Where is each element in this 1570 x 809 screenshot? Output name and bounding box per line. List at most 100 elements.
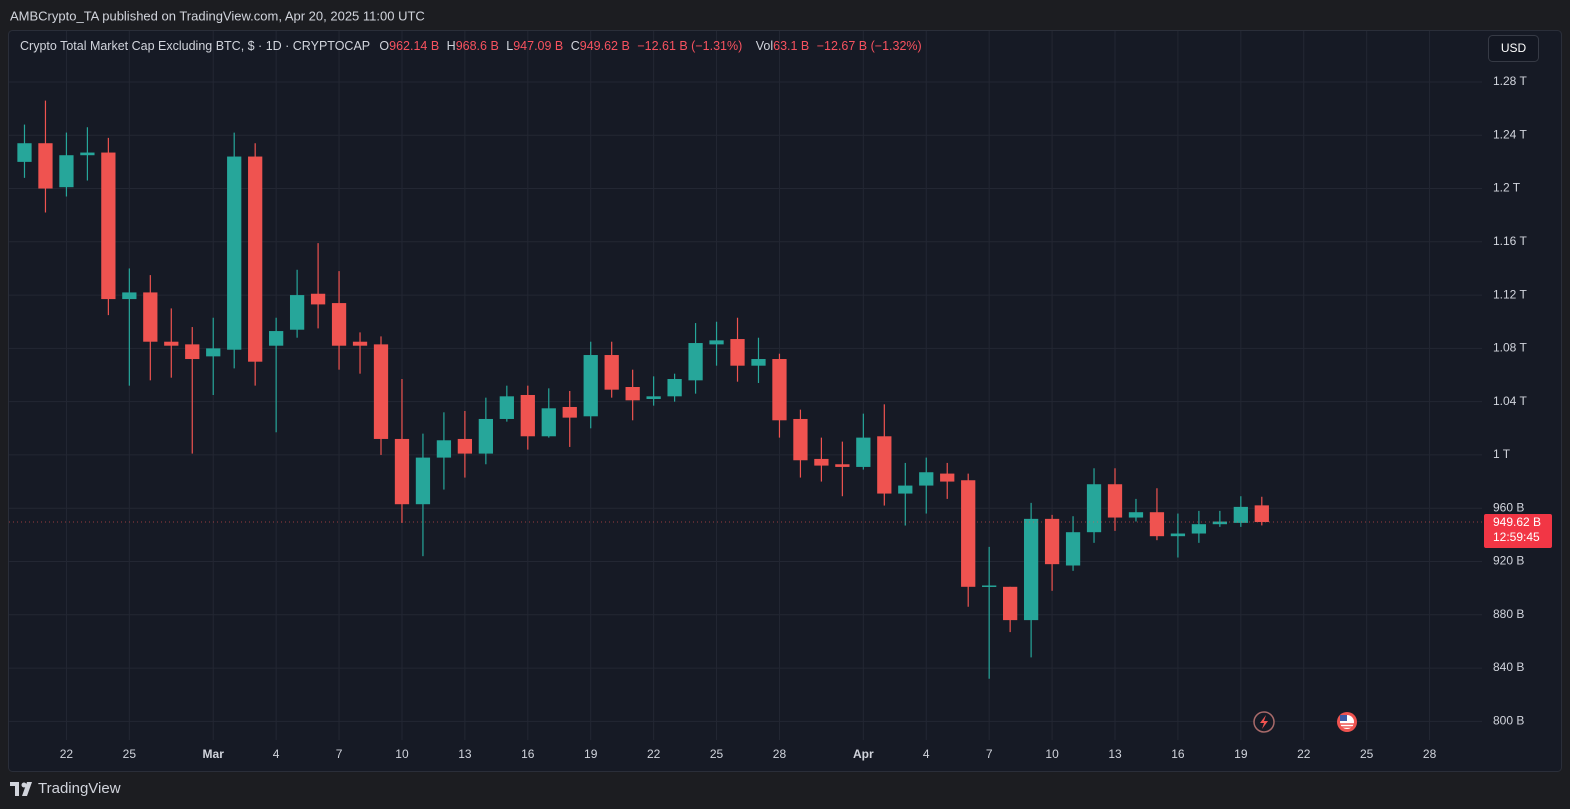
candle-body	[667, 379, 682, 397]
legend: Crypto Total Market Cap Excluding BTC, $…	[20, 39, 922, 53]
candle-body	[38, 143, 53, 189]
candle-body	[436, 440, 452, 458]
x-tick-label: 25	[123, 747, 137, 761]
candle-body	[583, 355, 598, 417]
candles	[9, 100, 1482, 679]
ohlc-key: L	[506, 39, 513, 53]
candle-body	[877, 436, 892, 494]
footer-brand: TradingView	[38, 780, 121, 797]
x-tick-label: 28	[773, 747, 787, 761]
candle-body	[185, 344, 200, 360]
candle-body	[982, 585, 997, 587]
candle-body	[1086, 484, 1102, 533]
flag-canton	[1340, 715, 1347, 721]
candle-body	[646, 396, 661, 399]
candle-body	[122, 292, 137, 300]
candle-body	[1107, 484, 1123, 518]
x-tick-label: 16	[1171, 747, 1185, 761]
x-tick-label: 19	[584, 747, 598, 761]
y-tick-label: 1.04 T	[1493, 394, 1527, 408]
y-tick-label: 1.08 T	[1493, 341, 1527, 355]
ohlc-key: O	[379, 39, 389, 53]
candle-body	[373, 344, 389, 439]
candle-body	[898, 485, 913, 494]
x-tick-label: 25	[1360, 747, 1374, 761]
volume-value: 63.1 B	[773, 39, 809, 53]
x-tick-label: 4	[923, 747, 930, 761]
candle-body	[1149, 512, 1165, 537]
x-tick-label: 16	[521, 747, 535, 761]
currency-label[interactable]: USD	[1501, 41, 1527, 55]
candle-body	[1023, 518, 1039, 621]
y-tick-label: 1 T	[1493, 447, 1511, 461]
x-tick-label: 22	[1297, 747, 1311, 761]
x-tick-label: 7	[986, 747, 993, 761]
grid	[9, 31, 1482, 740]
logo-mark	[22, 782, 32, 796]
candle-body	[688, 343, 703, 381]
x-tick-label: 19	[1234, 747, 1248, 761]
candle-body	[625, 386, 640, 401]
currency-button-frame[interactable]	[1488, 35, 1539, 62]
candle-body	[415, 457, 431, 505]
last-price-label: 949.62 B	[1493, 515, 1541, 529]
candle-body	[961, 480, 976, 587]
candle-body	[1191, 524, 1207, 534]
currency-button[interactable]: USD	[1488, 35, 1539, 62]
candle-body	[772, 359, 787, 421]
y-tick-label: 1.16 T	[1493, 234, 1527, 248]
candle-body	[835, 464, 850, 467]
candle-body	[709, 340, 724, 345]
candle-body	[814, 458, 829, 466]
candle-body	[604, 355, 619, 390]
candle-body	[1233, 506, 1248, 523]
candle-body	[1065, 532, 1081, 566]
candle-body	[1212, 521, 1227, 525]
logo-dot	[21, 782, 27, 788]
candle-body	[1128, 512, 1144, 518]
y-tick-label: 920 B	[1493, 554, 1524, 568]
candle-body	[919, 472, 934, 486]
candle-body	[206, 348, 221, 357]
candle-body	[331, 303, 347, 346]
ohlc-value: 949.62 B	[580, 39, 630, 53]
candle-body	[457, 438, 473, 454]
candle-body	[751, 359, 766, 366]
x-tick-label: 10	[395, 747, 409, 761]
axes: 800 B 840 B 880 B 920 B 960 B 1 T 1.04 T 1.08 T…	[60, 74, 1552, 761]
x-tick-label: Mar	[203, 747, 225, 761]
candle-body	[17, 143, 32, 162]
ohlc-key: H	[447, 39, 456, 53]
y-tick-label: 1.28 T	[1493, 74, 1527, 88]
volume-change: −12.67 B (−1.32%)	[817, 39, 922, 53]
candle-body	[1003, 586, 1018, 621]
candle-body	[520, 394, 535, 437]
y-tick-label: 800 B	[1493, 714, 1524, 728]
x-tick-label: 28	[1423, 747, 1437, 761]
candle-body	[499, 396, 514, 419]
candle-body	[478, 418, 493, 454]
candle-body	[1044, 518, 1060, 565]
economic-event-icon[interactable]	[1337, 712, 1357, 732]
y-tick-label: 1.24 T	[1493, 127, 1527, 141]
x-tick-label: 13	[458, 747, 472, 761]
candle-body	[730, 339, 745, 366]
event-icon[interactable]	[1253, 711, 1275, 733]
candle-body	[1254, 505, 1269, 523]
ohlc-value: 947.09 B	[513, 39, 563, 53]
candle-body	[1170, 533, 1186, 537]
ohlc-value: 962.14 B	[389, 39, 439, 53]
candle-body	[101, 152, 116, 300]
footer-logo	[10, 782, 32, 796]
y-tick-label: 1.2 T	[1493, 181, 1521, 195]
candle-body	[562, 406, 577, 418]
candle-body	[541, 408, 556, 437]
symbol-title: Crypto Total Market Cap Excluding BTC, $…	[20, 39, 370, 53]
x-tick-label: 10	[1045, 747, 1059, 761]
x-tick-label: 22	[647, 747, 661, 761]
candle-body	[248, 156, 263, 362]
candle-body	[856, 437, 871, 467]
last-price-box	[1484, 514, 1552, 549]
y-tick-label: 880 B	[1493, 607, 1524, 621]
